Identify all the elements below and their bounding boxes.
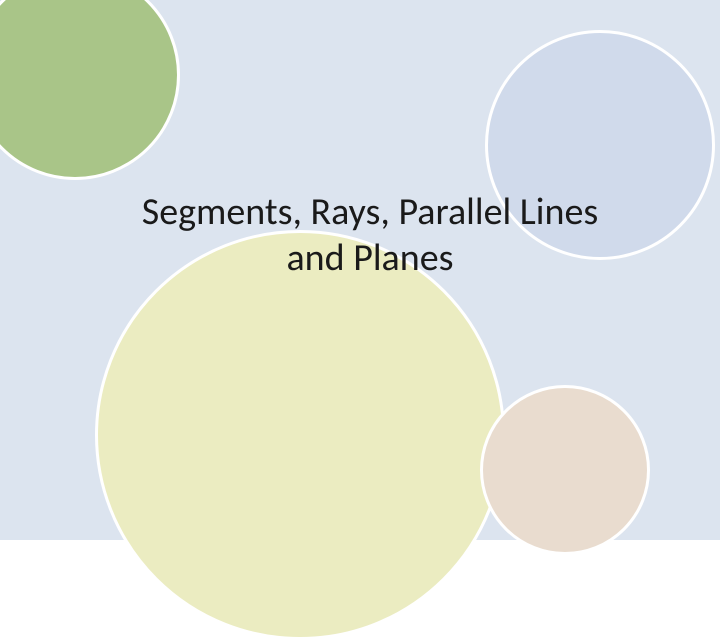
title-line-2: and Planes <box>286 235 453 281</box>
yellow-circle <box>95 230 505 640</box>
title-line-1: Segments, Rays, Parallel Lines <box>142 189 598 235</box>
green-circle <box>0 0 180 180</box>
tan-circle <box>480 385 650 555</box>
slide-title: Segments, Rays, Parallel Lines and Plane… <box>90 190 650 281</box>
slide: Segments, Rays, Parallel Lines and Plane… <box>0 0 720 540</box>
